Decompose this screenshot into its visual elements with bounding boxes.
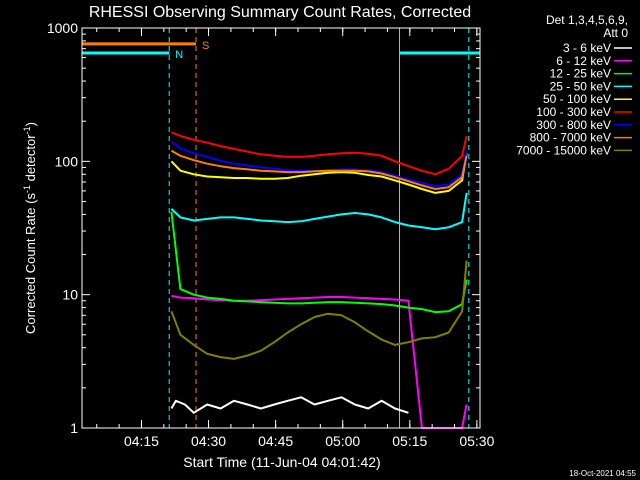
state-bar-label: S bbox=[202, 40, 209, 52]
y-tick-label: 1 bbox=[70, 420, 78, 436]
x-tick-label: 04:45 bbox=[258, 433, 293, 449]
series-line bbox=[170, 260, 468, 360]
y-axis-label-mid: detector bbox=[23, 134, 38, 185]
x-tick-label: 04:30 bbox=[191, 433, 226, 449]
legend-header-line1: Det 1,3,4,5,6,9, bbox=[546, 13, 628, 27]
y-tick-label: 1000 bbox=[47, 20, 78, 36]
legend-entry-label: 800 - 7000 keV bbox=[530, 131, 611, 145]
y-tick-label: 10 bbox=[62, 287, 78, 303]
time-markers bbox=[168, 28, 470, 428]
series-line bbox=[171, 131, 468, 176]
y-axis-label-sup1: -1 bbox=[22, 185, 32, 193]
legend-entry-label: 300 - 800 keV bbox=[536, 118, 611, 132]
legend-entry-label: 7000 - 15000 keV bbox=[516, 143, 611, 157]
series-line bbox=[170, 149, 468, 190]
legend-entry-label: 50 - 100 keV bbox=[543, 92, 611, 106]
y-axis-label: Corrected Count Rate (s-1 detector-1) bbox=[22, 122, 38, 334]
x-tick-label: 04:15 bbox=[124, 433, 159, 449]
legend-entry-label: 25 - 50 keV bbox=[550, 79, 611, 93]
y-axis-label-sup2: -1 bbox=[22, 126, 32, 134]
y-axis-label-main: Corrected Count Rate (s bbox=[23, 193, 38, 334]
series-line bbox=[170, 153, 468, 194]
legend-entry-label: 100 - 300 keV bbox=[536, 105, 611, 119]
series-lines bbox=[170, 131, 468, 429]
series-line bbox=[170, 211, 468, 314]
x-axis-label: Start Time (11-Jun-04 04:01:42) bbox=[183, 454, 380, 470]
legend-entry-label: 3 - 6 keV bbox=[563, 41, 611, 55]
y-tick-label: 100 bbox=[55, 153, 79, 169]
legend-header-line2: Att 0 bbox=[603, 26, 628, 40]
state-bars: NS bbox=[82, 40, 480, 61]
plot-frame bbox=[81, 27, 481, 429]
y-axis: 1 10 100 1000 bbox=[47, 20, 480, 436]
footer-timestamp: 18-Oct-2021 04:55 bbox=[569, 469, 636, 478]
series-line bbox=[170, 396, 409, 414]
x-tick-label: 05:00 bbox=[325, 433, 360, 449]
state-bar-label: N bbox=[175, 49, 183, 61]
chart-title: RHESSI Observing Summary Count Rates, Co… bbox=[89, 4, 471, 21]
legend-entry-label: 12 - 25 keV bbox=[550, 67, 611, 81]
x-tick-label: 05:15 bbox=[392, 433, 427, 449]
x-axis: 04:15 04:30 04:45 05:00 05:15 05:30 bbox=[96, 28, 495, 449]
series-line bbox=[170, 192, 468, 231]
legend-entry-label: 6 - 12 keV bbox=[556, 54, 611, 68]
x-tick-label: 05:30 bbox=[459, 433, 494, 449]
y-axis-label-end: ) bbox=[23, 122, 38, 126]
